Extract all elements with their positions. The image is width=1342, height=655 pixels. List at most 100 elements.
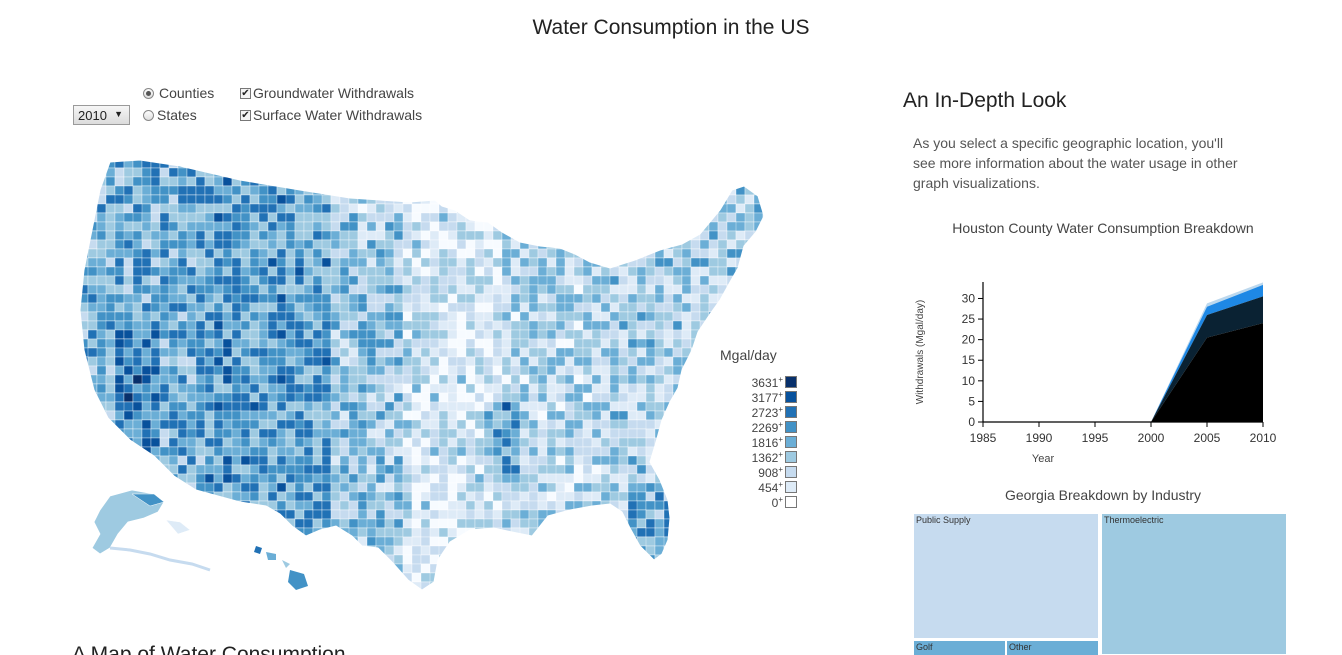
county-cell[interactable] [565,150,583,159]
county-cell[interactable] [654,572,665,583]
county-cell[interactable] [627,446,638,457]
county-cell[interactable] [528,491,539,502]
county-cell[interactable] [70,510,79,519]
county-cell[interactable] [96,392,107,403]
county-cell[interactable] [213,401,224,412]
county-cell[interactable] [573,482,584,493]
county-cell[interactable] [213,212,224,223]
county-cell[interactable] [645,581,656,591]
county-cell[interactable] [267,446,278,457]
county-cell[interactable] [357,392,368,403]
county-cell[interactable] [114,365,125,376]
county-cell[interactable] [97,150,115,159]
county-cell[interactable] [573,159,584,169]
treemap-cell-golf[interactable]: Golf [913,640,1006,655]
county-cell[interactable] [618,320,629,331]
county-cell[interactable] [420,185,440,196]
county-cell[interactable] [123,203,134,214]
county-cell[interactable] [681,464,692,475]
county-cell[interactable] [160,591,178,600]
county-cell[interactable] [177,167,188,178]
county-cell[interactable] [519,473,530,484]
county-cell[interactable] [699,167,719,178]
county-cell[interactable] [123,563,134,574]
county-cell[interactable] [591,563,602,574]
county-cell[interactable] [474,293,485,304]
county-cell[interactable] [546,203,557,214]
county-cell[interactable] [276,212,287,223]
county-cell[interactable] [384,482,395,493]
county-cell[interactable] [717,159,737,169]
county-cell[interactable] [708,329,719,340]
county-cell[interactable] [294,239,305,250]
county-cell[interactable] [96,464,107,475]
county-cell[interactable] [537,176,548,187]
county-cell[interactable] [420,536,431,547]
county-cell[interactable] [295,591,304,600]
county-cell[interactable] [456,572,467,583]
county-cell[interactable] [87,176,98,187]
county-cell[interactable] [168,329,179,340]
county-cell[interactable] [609,347,620,358]
county-cell[interactable] [312,167,332,178]
county-cell[interactable] [618,374,629,385]
county-cell[interactable] [582,563,593,574]
county-cell[interactable] [645,527,656,538]
county-cell[interactable] [708,464,719,475]
county-cell[interactable] [510,185,521,196]
county-cell[interactable] [573,203,584,214]
county-cell[interactable] [717,221,728,232]
county-cell[interactable] [564,230,575,241]
county-cell[interactable] [690,554,701,565]
county-cell[interactable] [339,239,350,250]
county-cell[interactable] [474,185,485,196]
county-cell[interactable] [762,563,772,574]
county-cell[interactable] [420,239,431,250]
county-cell[interactable] [762,545,772,556]
county-cell[interactable] [591,419,602,430]
county-cell[interactable] [159,473,170,484]
county-cell[interactable] [645,338,656,349]
county-cell[interactable] [177,320,188,331]
county-cell[interactable] [276,392,287,403]
county-cell[interactable] [492,275,503,286]
county-cell[interactable] [240,581,251,591]
county-cell[interactable] [258,518,269,529]
county-cell[interactable] [772,213,780,222]
county-cell[interactable] [420,302,431,313]
county-cell[interactable] [222,257,233,268]
county-cell[interactable] [672,572,683,583]
county-cell[interactable] [744,518,755,529]
county-cell[interactable] [258,455,269,466]
county-cell[interactable] [492,500,503,511]
county-cell[interactable] [645,482,656,493]
county-cell[interactable] [258,401,269,412]
county-cell[interactable] [772,510,780,519]
county-cell[interactable] [483,581,494,591]
county-cell[interactable] [672,509,692,520]
county-cell[interactable] [645,167,665,178]
county-cell[interactable] [493,591,511,600]
county-cell[interactable] [357,176,377,187]
county-cell[interactable] [411,392,422,403]
county-cell[interactable] [159,437,170,448]
county-cell[interactable] [267,518,287,529]
county-cell[interactable] [132,257,143,268]
county-cell[interactable] [501,185,521,196]
county-cell[interactable] [663,374,674,385]
county-cell[interactable] [582,185,602,196]
county-cell[interactable] [285,446,296,457]
county-cell[interactable] [618,455,629,466]
county-cell[interactable] [609,159,620,169]
county-cell[interactable] [439,591,448,600]
county-cell[interactable] [528,194,539,205]
county-cell[interactable] [573,554,584,565]
county-cell[interactable] [727,150,745,159]
county-cell[interactable] [600,221,620,232]
county-cell[interactable] [753,266,764,277]
county-cell[interactable] [70,186,79,195]
county-cell[interactable] [744,311,755,322]
county-cell[interactable] [195,572,215,583]
county-cell[interactable] [762,221,772,232]
county-cell[interactable] [339,212,350,223]
